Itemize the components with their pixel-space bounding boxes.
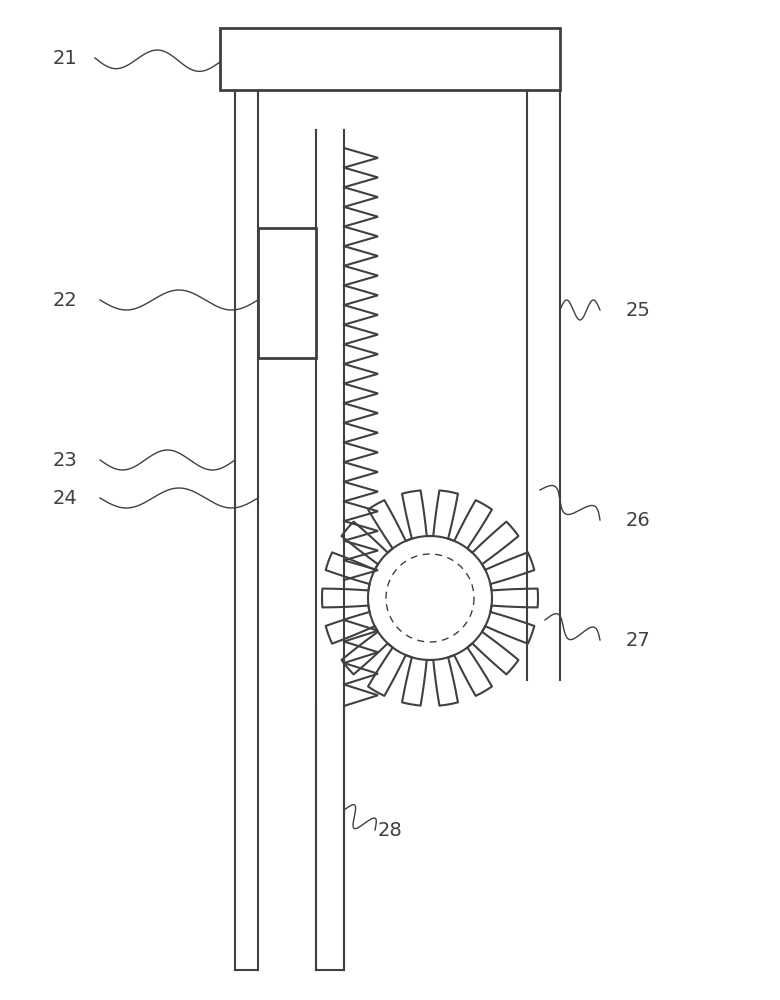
Bar bbox=[220, 28, 560, 90]
Text: 25: 25 bbox=[626, 300, 651, 320]
Text: 28: 28 bbox=[378, 820, 402, 840]
Text: 21: 21 bbox=[52, 48, 77, 68]
Text: 24: 24 bbox=[52, 488, 77, 508]
Text: 26: 26 bbox=[626, 510, 651, 530]
Text: 23: 23 bbox=[52, 450, 77, 470]
Text: 27: 27 bbox=[626, 631, 651, 650]
Text: 22: 22 bbox=[52, 290, 77, 310]
Bar bbox=[258, 228, 316, 358]
